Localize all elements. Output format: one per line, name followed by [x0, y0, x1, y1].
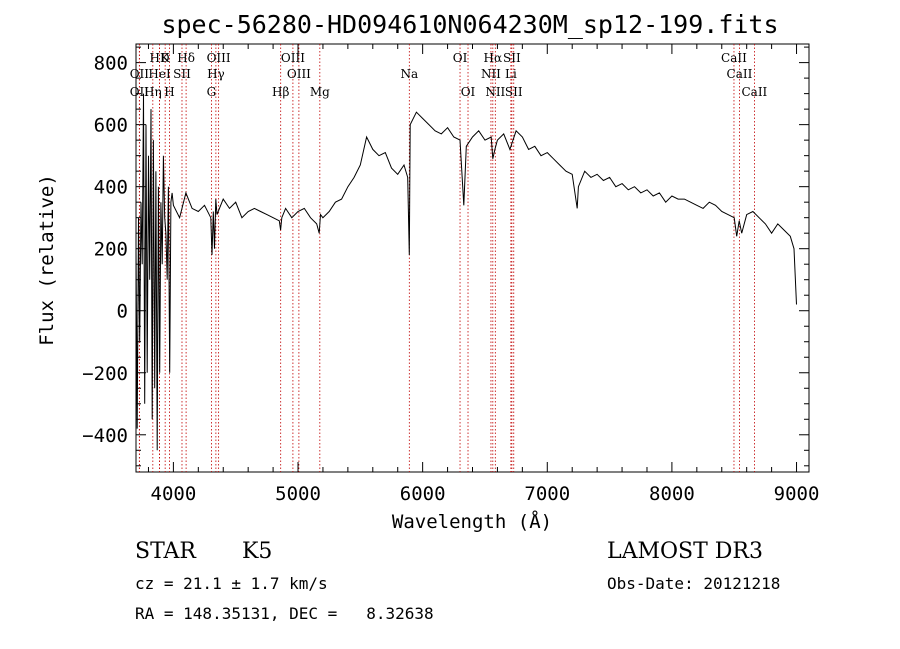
line-markers	[138, 44, 755, 472]
coordinates-readout: RA = 148.35131, DEC = 8.32638	[135, 604, 434, 623]
x-axis-label: Wavelength (Å)	[392, 510, 552, 533]
line-label-CaII-c: CaII	[741, 85, 767, 99]
x-tick-label: 8000	[649, 483, 695, 505]
line-label-SII: SII	[173, 67, 191, 81]
plot-frame	[135, 43, 810, 473]
redshift-readout: cz = 21.1 ± 1.7 km/s	[135, 574, 328, 593]
line-label-SII-b: SII	[505, 85, 523, 99]
line-label-Li: Li	[505, 67, 517, 81]
line-label-SII-a: SII	[503, 51, 521, 65]
axis-ticks: 4000 5000 6000 7000 8000 9000 −400 −200 0 200 400 6…	[82, 44, 819, 505]
line-label-Hδ: Hδ	[177, 51, 195, 65]
line-label-OI-b: OI	[461, 85, 476, 99]
survey-name: LAMOST DR3	[607, 539, 763, 564]
y-tick-label: 400	[94, 177, 128, 199]
y-tick-label: 600	[94, 115, 128, 137]
y-tick-label: 800	[94, 53, 128, 75]
object-class: STAR	[135, 539, 196, 564]
line-label-G: G	[207, 85, 217, 99]
line-label-OIII-a: OIII	[207, 51, 231, 65]
line-label-Mg: Mg	[310, 85, 330, 99]
line-label-HD: HD	[150, 51, 170, 65]
y-tick-label: −200	[82, 363, 128, 385]
line-label-Hη: Hη	[144, 85, 162, 99]
line-label-OII-b: OII	[130, 85, 150, 99]
y-tick-label: 200	[94, 239, 128, 261]
x-tick-label: 4000	[151, 483, 197, 505]
line-label-CaII-a: CaII	[721, 51, 747, 65]
line-label-NII-a: NII	[481, 67, 501, 81]
line-label-K: K	[161, 51, 171, 65]
y-tick-label: −400	[82, 425, 128, 447]
object-subclass: K5	[242, 539, 273, 564]
chart-title: spec-56280-HD094610N064230M_sp12-199.fit…	[161, 10, 778, 39]
y-tick-label: 0	[117, 301, 128, 323]
line-label-Hβ: Hβ	[272, 85, 289, 99]
line-label-OIII-b: OIII	[281, 51, 305, 65]
line-label-Na: Na	[400, 67, 418, 81]
line-label-Hγ: Hγ	[207, 67, 225, 81]
y-axis-label: Flux (relative)	[36, 174, 58, 346]
line-label-CaII-b: CaII	[727, 67, 753, 81]
line-label-OII: OII	[130, 67, 150, 81]
line-label-Hα: Hα	[484, 51, 503, 65]
x-tick-label: 9000	[774, 483, 820, 505]
line-label-NII-b: NII	[485, 85, 505, 99]
line-label-HeI: HeI	[148, 67, 171, 81]
x-tick-label: 7000	[524, 483, 570, 505]
x-tick-label: 6000	[400, 483, 446, 505]
line-label-OI-a: OI	[453, 51, 468, 65]
observation-date: Obs-Date: 20121218	[607, 574, 781, 593]
line-label-H: H	[164, 85, 174, 99]
x-tick-label: 5000	[275, 483, 321, 505]
spectrum-series-line	[135, 93, 797, 451]
line-label-OIII-c: OIII	[287, 67, 311, 81]
